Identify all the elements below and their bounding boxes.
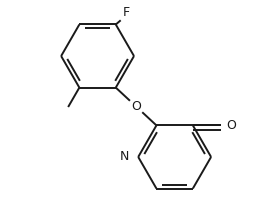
Text: O: O [131,100,141,113]
Text: O: O [227,119,236,132]
Text: F: F [123,6,130,19]
Text: N: N [120,150,129,163]
